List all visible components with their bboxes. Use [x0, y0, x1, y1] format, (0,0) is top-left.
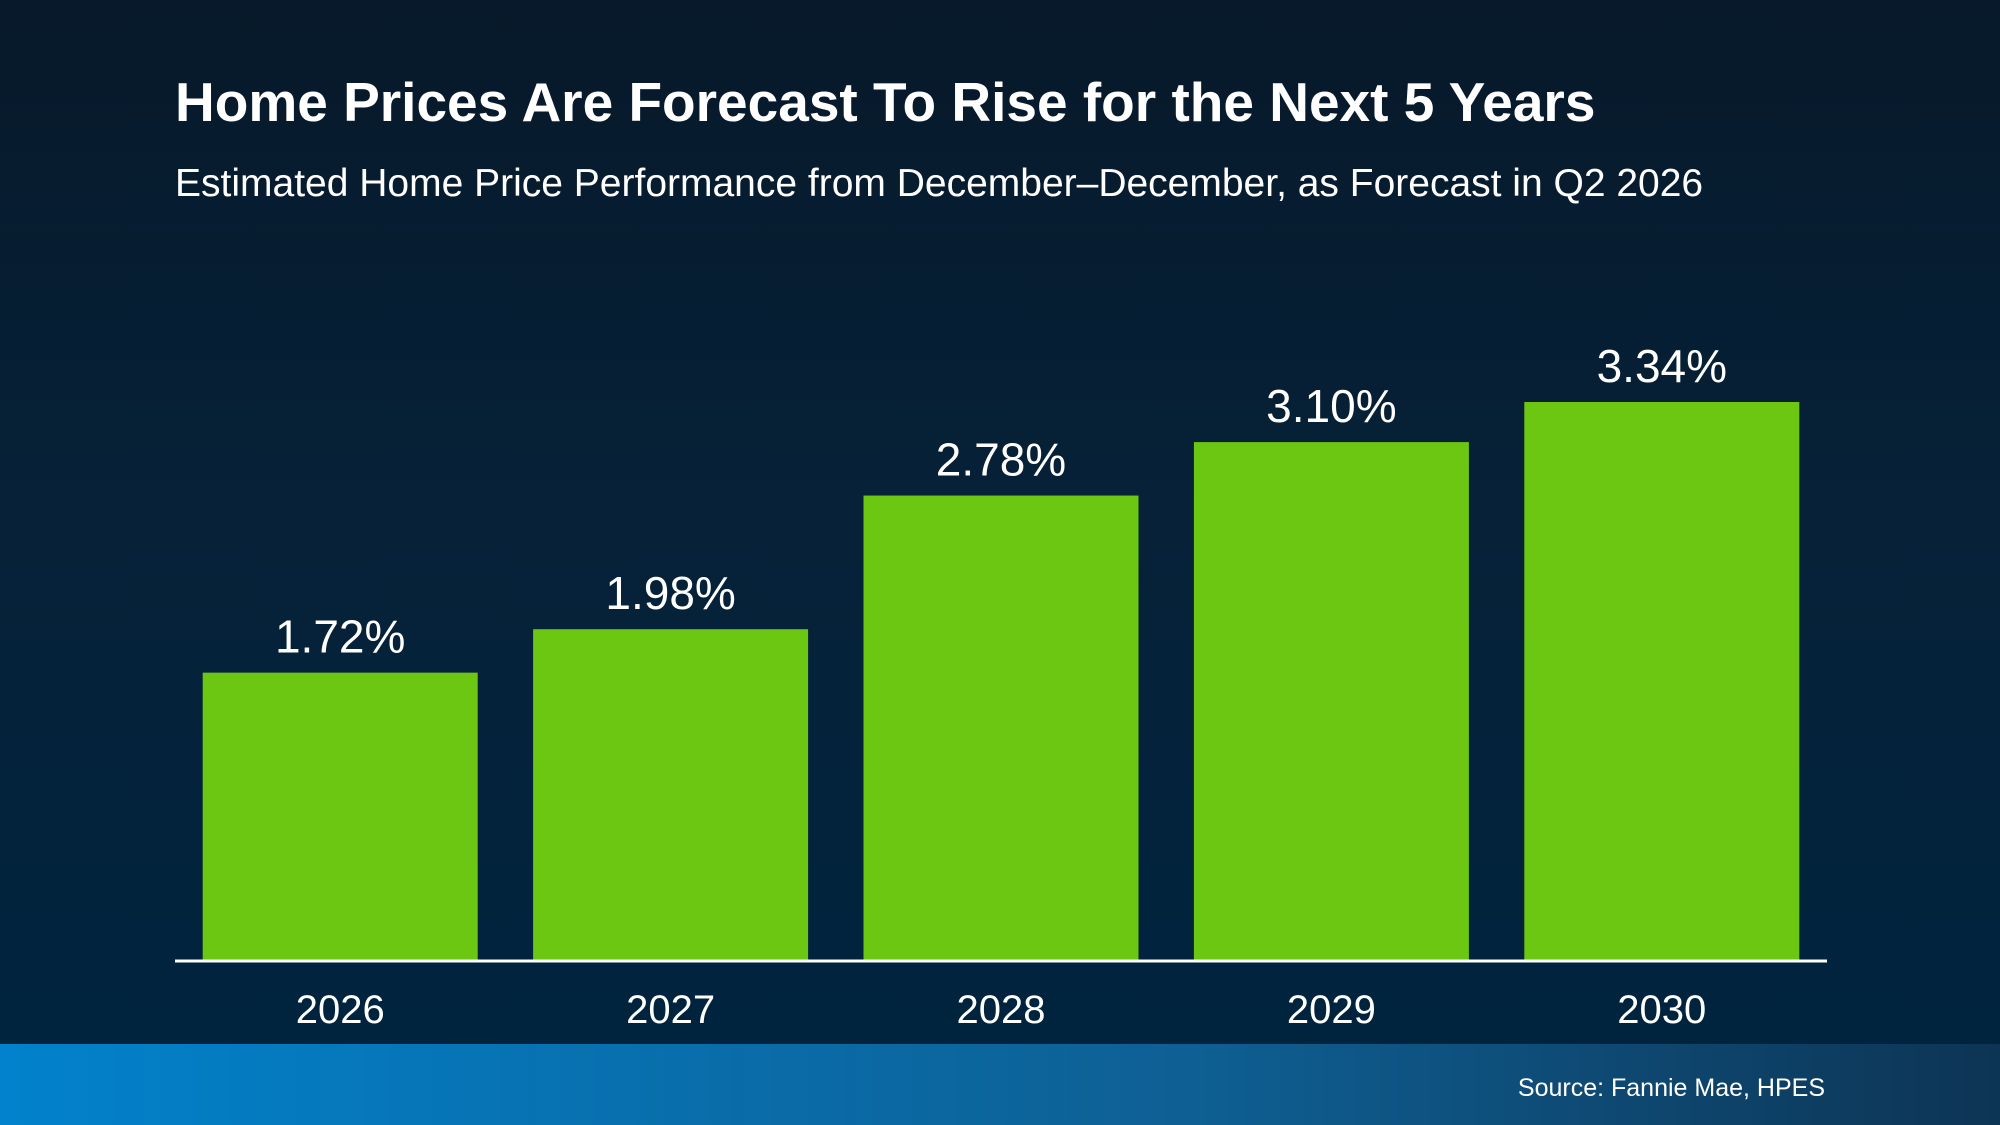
- x-tick-label-2030: 2030: [1617, 988, 1706, 1032]
- value-label-2029: 3.10%: [1266, 380, 1396, 432]
- chart-title: Home Prices Are Forecast To Rise for the…: [175, 71, 1596, 133]
- source-note: Source: Fannie Mae, HPES: [1517, 1074, 1825, 1102]
- x-tick-label-2027: 2027: [626, 988, 715, 1032]
- footer-bar: Source: Fannie Mae, HPES: [0, 1044, 2000, 1125]
- bar-2027: [533, 629, 809, 960]
- x-tick-label-2028: 2028: [957, 988, 1046, 1032]
- value-label-2028: 2.78%: [936, 434, 1066, 486]
- bars-group: [202, 402, 1800, 960]
- bar-2028: [863, 495, 1139, 960]
- bar-2029: [1193, 442, 1469, 960]
- bar-2030: [1524, 402, 1800, 960]
- chart-subtitle: Estimated Home Price Performance from De…: [175, 162, 1704, 205]
- value-labels-group: 1.72% 1.98% 2.78% 3.10% 3.34%: [275, 340, 1727, 663]
- bar-2026: [202, 672, 478, 960]
- x-tick-label-2026: 2026: [296, 988, 385, 1032]
- value-label-2026: 1.72%: [275, 611, 405, 663]
- x-tick-label-2029: 2029: [1287, 988, 1376, 1032]
- x-tick-labels-group: 2026 2027 2028 2029 2030: [296, 988, 1707, 1032]
- value-label-2027: 1.98%: [605, 567, 735, 619]
- value-label-2030: 3.34%: [1597, 340, 1727, 392]
